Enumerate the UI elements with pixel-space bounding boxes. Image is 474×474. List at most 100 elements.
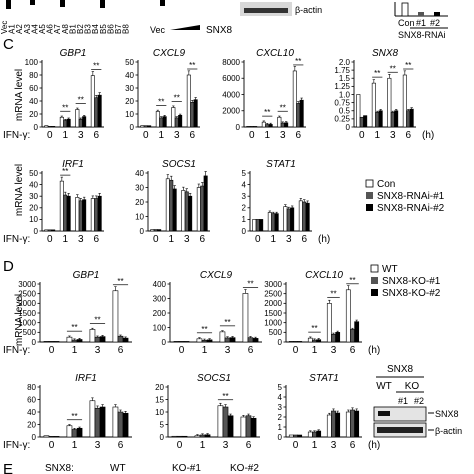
x-tick-label: 0 (359, 130, 365, 141)
bar-0-0 (140, 125, 145, 128)
y-tick-label: 500 (269, 328, 283, 337)
bar-0-1 (143, 125, 148, 128)
bar-1-1 (169, 179, 174, 232)
y-tick-label: 2.0 (339, 58, 351, 67)
x-tick-label: 6 (93, 234, 99, 245)
x-tick-label: 0 (179, 345, 185, 356)
bar-1-0 (165, 178, 170, 232)
y-tick-label: 50 (125, 58, 134, 67)
x-tick-label: 3 (78, 130, 84, 141)
bar-1-0 (59, 116, 64, 128)
bar-1-1 (159, 117, 164, 128)
y-tick-label: 100 (153, 323, 167, 332)
y-tick-label: 20 (135, 198, 144, 207)
x-tick-label: 3 (184, 234, 190, 245)
bar-0-0 (252, 219, 257, 232)
bar-6-1 (296, 103, 301, 128)
chart-title: CXCL10 (305, 270, 343, 281)
bar-3-0 (217, 405, 224, 438)
bar-0-1 (47, 126, 52, 128)
chart-title: CXCL9 (200, 270, 233, 281)
bar-1-1 (63, 120, 68, 128)
chart-d-socs1: SOCS1 0 5 10 15 20 0 1 3 ** 6 (155, 373, 260, 451)
bar-3-1 (78, 118, 83, 128)
y-tick-label: 2500 (18, 289, 36, 298)
bar-3-2 (227, 415, 234, 438)
bar-6-2 (97, 195, 102, 232)
ifn-gamma-label-2: IFN-γ: (3, 345, 30, 356)
bar-0-0 (43, 435, 50, 438)
bar-1-2 (206, 339, 213, 343)
legend-c-rnai2: SNX8-RNAi-#2 (377, 203, 445, 214)
bar-1-2 (66, 118, 71, 128)
bar-6-2 (203, 175, 208, 232)
bar-1-2 (172, 188, 177, 232)
bar-6-0 (90, 75, 95, 128)
bar-1-0 (194, 435, 201, 438)
x-tick-label: 1 (72, 440, 78, 451)
top-lane-label-13: B5 (99, 24, 108, 34)
knockdown-label: SNX8-RNAi (398, 30, 446, 40)
top-lane-label-5: A5 (38, 24, 47, 34)
y-tick-label: 200 (153, 309, 167, 318)
bar-3-1 (390, 112, 395, 128)
top-lane-label-10: B2 (76, 24, 85, 34)
bar-0-2 (51, 126, 56, 128)
y-tick-label: 80 (29, 71, 38, 80)
y-tick-label: 6000 (222, 74, 240, 83)
significance-marker: ** (94, 315, 100, 324)
top-lane-label-14: B6 (106, 24, 115, 34)
chart-title: SNX8 (372, 48, 399, 59)
top-lane-label-1: A1 (8, 24, 17, 34)
y-tick-label: 15 (155, 395, 164, 404)
bar-6-2 (250, 417, 257, 438)
top-lane-label-11: B3 (84, 24, 93, 34)
x-tick-label: 6 (405, 130, 411, 141)
bar-1-1 (312, 339, 317, 343)
y-tick-label: 30 (125, 84, 134, 93)
x-tick-label: 1 (62, 234, 68, 245)
bar-3-1 (94, 336, 101, 343)
x-tick-label: 6 (118, 345, 124, 356)
bar-3-0 (326, 303, 332, 343)
x-tick-label: 3 (225, 345, 231, 356)
x-tick-label: 1 (264, 130, 270, 141)
y-tick-label: 400 (153, 280, 167, 289)
bar-6-1 (117, 411, 124, 438)
x-tick-label: 0 (249, 130, 255, 141)
y-tick-label: 500 (23, 328, 37, 337)
top-lane-label-7: A7 (53, 24, 62, 34)
top-lane-label-12: B4 (91, 24, 100, 34)
y-tick-label: 4 (242, 180, 247, 189)
y-tick-label: 3000 (264, 280, 282, 289)
chart-title: GBP1 (60, 48, 87, 59)
bar-3-1 (78, 200, 83, 232)
x-tick-label: 0 (47, 130, 53, 141)
top-snx8-label: SNX8 (206, 25, 233, 36)
bar-3-2 (99, 406, 106, 438)
bar-1-1 (312, 431, 317, 438)
y-tick-label: 3 (242, 192, 247, 201)
bar-6-1 (302, 201, 307, 232)
bar-3-2 (188, 195, 193, 232)
chart-title: IRF1 (75, 373, 97, 384)
bar-3-0 (283, 206, 288, 232)
significance-marker: ** (374, 69, 380, 78)
bar-0-2 (183, 341, 190, 343)
y-tick-label: 5 (160, 420, 165, 429)
y-tick-label: 30 (135, 183, 144, 192)
bar-1-0 (307, 337, 313, 343)
blot-d-snx8-band (378, 411, 390, 416)
bar-6-2 (122, 412, 129, 438)
x-tick-label: 3 (223, 440, 229, 451)
y-tick-label: 1.0 (339, 90, 351, 99)
x-tick-label: 3 (78, 234, 84, 245)
bar-6-1 (117, 335, 124, 343)
y-tick-label: 0 (278, 338, 283, 347)
y-tick-label: 20 (27, 420, 36, 429)
bar-1-0 (66, 425, 73, 438)
